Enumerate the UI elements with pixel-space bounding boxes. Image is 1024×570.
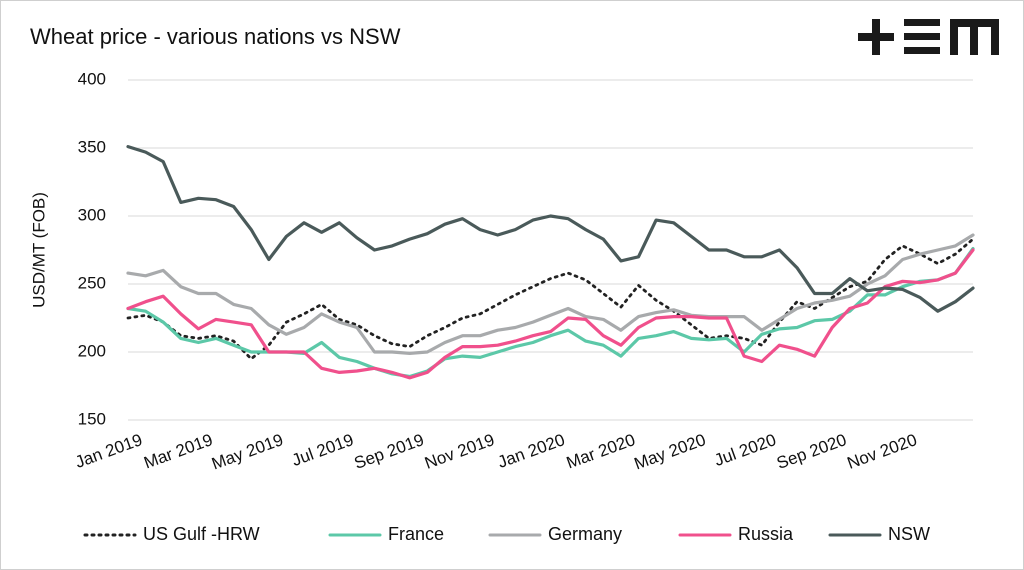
series-line xyxy=(126,233,975,355)
y-tick-label: 350 xyxy=(78,137,106,156)
y-tick-label: 300 xyxy=(78,205,106,224)
legend-label: Germany xyxy=(548,524,622,544)
legend-label: US Gulf -HRW xyxy=(143,524,260,544)
series-line xyxy=(126,248,975,380)
series-line xyxy=(126,237,975,361)
y-tick-label: 250 xyxy=(78,273,106,292)
y-tick-label: 200 xyxy=(78,341,106,360)
y-tick-label: 150 xyxy=(78,409,106,428)
logo xyxy=(858,19,999,55)
legend-label: Russia xyxy=(738,524,794,544)
legend-label: NSW xyxy=(888,524,930,544)
y-tick-label: 400 xyxy=(78,69,106,88)
series-line xyxy=(126,145,975,313)
y-axis-label: USD/MT (FOB) xyxy=(29,192,48,308)
chart-title: Wheat price - various nations vs NSW xyxy=(30,24,401,49)
legend-label: France xyxy=(388,524,444,544)
